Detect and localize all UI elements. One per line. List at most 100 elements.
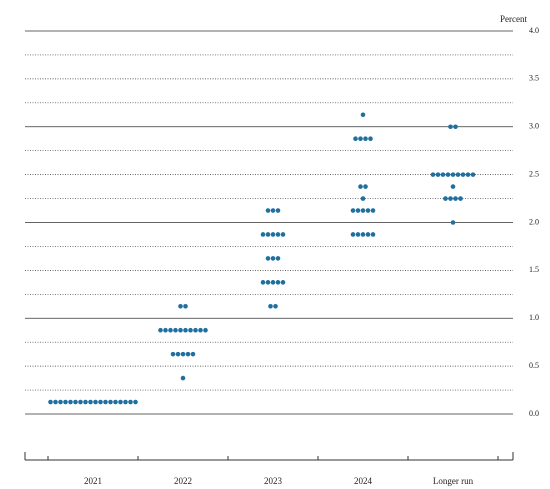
y-tick-label: 2.5 xyxy=(529,169,539,178)
dot xyxy=(470,172,476,177)
y-axis-label: Percent xyxy=(500,14,527,24)
dot xyxy=(183,327,188,333)
dot xyxy=(265,280,271,285)
dot xyxy=(360,196,366,201)
dot xyxy=(455,172,461,177)
y-tick-label: 0.0 xyxy=(529,409,539,418)
dot xyxy=(88,399,93,405)
y-tick-label: 1.5 xyxy=(529,265,539,274)
dot xyxy=(180,351,186,357)
dot xyxy=(353,136,358,142)
dot xyxy=(360,112,366,118)
dot xyxy=(265,256,271,261)
dot xyxy=(448,124,453,130)
y-tick-label: 1.0 xyxy=(529,313,539,322)
dot xyxy=(128,399,133,405)
dot xyxy=(450,184,456,189)
x-tick-label: 2021 xyxy=(84,476,102,486)
dot xyxy=(350,208,356,213)
dot xyxy=(365,232,371,237)
dot xyxy=(83,399,88,405)
dot xyxy=(158,327,163,333)
dot xyxy=(445,172,451,177)
dot xyxy=(363,184,368,189)
x-tick-label: 2024 xyxy=(354,476,373,486)
dot xyxy=(458,196,463,201)
dot xyxy=(360,208,366,213)
dot xyxy=(355,208,361,213)
dot xyxy=(93,399,98,405)
x-tick-label: Longer run xyxy=(433,476,474,486)
y-tick-label: 3.5 xyxy=(529,74,539,83)
dot xyxy=(203,327,208,333)
dot xyxy=(268,303,273,309)
dot xyxy=(178,327,183,333)
dot xyxy=(280,280,286,285)
dot xyxy=(430,172,436,177)
dot xyxy=(48,399,53,405)
dot xyxy=(450,220,456,225)
dot xyxy=(198,327,203,333)
dot xyxy=(273,303,278,309)
dot xyxy=(358,184,363,189)
dot xyxy=(58,399,63,405)
y-tick-label: 2.0 xyxy=(529,217,539,226)
dot xyxy=(465,172,471,177)
dot xyxy=(173,327,178,333)
dot xyxy=(453,124,458,130)
dot xyxy=(270,256,276,261)
dot xyxy=(183,303,188,309)
dot xyxy=(53,399,58,405)
dot xyxy=(280,232,286,237)
dot xyxy=(460,172,466,177)
dot xyxy=(270,232,276,237)
dot xyxy=(368,136,373,142)
dot xyxy=(180,375,186,381)
dot xyxy=(68,399,73,405)
dot xyxy=(270,280,276,285)
dot xyxy=(370,208,376,213)
dot xyxy=(178,303,183,309)
dot xyxy=(350,232,356,237)
dot xyxy=(435,172,441,177)
dot xyxy=(360,232,366,237)
dot xyxy=(448,196,453,201)
dot xyxy=(190,351,196,357)
dot xyxy=(118,399,123,405)
y-tick-label: 0.5 xyxy=(529,361,539,370)
dot xyxy=(170,351,176,357)
dot xyxy=(440,172,446,177)
dot xyxy=(78,399,83,405)
dot xyxy=(98,399,103,405)
dot xyxy=(443,196,448,201)
dot xyxy=(163,327,168,333)
x-tick-label: 2022 xyxy=(174,476,192,486)
dot xyxy=(168,327,173,333)
dot xyxy=(270,208,276,213)
dot xyxy=(188,327,193,333)
y-tick-label: 4.0 xyxy=(529,26,539,35)
dot xyxy=(265,232,271,237)
dot xyxy=(265,208,271,213)
dot xyxy=(133,399,138,405)
y-tick-label: 3.0 xyxy=(529,122,539,131)
dot xyxy=(355,232,361,237)
dot xyxy=(185,351,191,357)
dot xyxy=(275,280,281,285)
dot xyxy=(103,399,108,405)
dot xyxy=(113,399,118,405)
dot xyxy=(73,399,78,405)
dot xyxy=(363,136,368,142)
dot xyxy=(63,399,68,405)
dot xyxy=(260,232,266,237)
dot xyxy=(108,399,113,405)
dot xyxy=(275,208,281,213)
dot xyxy=(358,136,363,142)
dot xyxy=(365,208,371,213)
dot xyxy=(275,232,281,237)
dot xyxy=(453,196,458,201)
dot xyxy=(175,351,181,357)
dot xyxy=(450,172,456,177)
dot xyxy=(123,399,128,405)
